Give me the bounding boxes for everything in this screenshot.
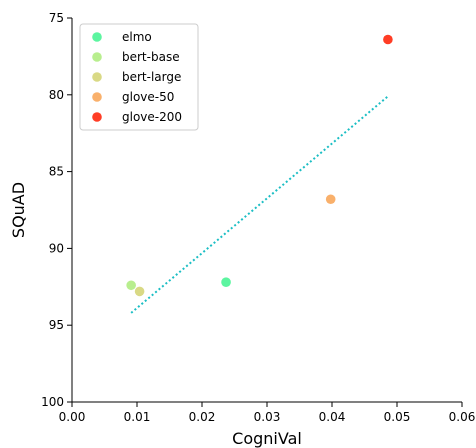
- x-tick-label: 0.01: [124, 410, 151, 424]
- x-tick-label: 0.02: [189, 410, 216, 424]
- legend-label-glove-200: glove-200: [122, 110, 182, 124]
- y-tick-label: 90: [49, 241, 64, 255]
- x-tick-label: 0.00: [59, 410, 86, 424]
- trendline-group: [130, 95, 389, 314]
- data-point-bert-base: [126, 280, 136, 291]
- legend-box: [79, 23, 199, 131]
- y-tick-label: 95: [49, 318, 64, 332]
- legend-label-elmo: elmo: [122, 30, 152, 44]
- legend-marker-glove-200: [92, 112, 102, 122]
- y-tick-label: 85: [49, 165, 64, 179]
- data-point-elmo: [221, 277, 231, 287]
- legend-label-glove-50: glove-50: [122, 90, 174, 104]
- y-tick-label: 75: [49, 11, 64, 25]
- legend: elmo bert-base bert-large glove-50 glove-200: [79, 23, 199, 131]
- legend-label-bert-large: bert-large: [122, 70, 181, 84]
- axes: 0.00 0.01 0.02 0.03 0.04 0.05 0.06 75 80 85 90 95 10…: [41, 11, 475, 424]
- legend-marker-elmo: [92, 32, 102, 42]
- legend-label-bert-base: bert-base: [122, 50, 180, 64]
- data-point-glove-50: [325, 194, 336, 205]
- data-points: [126, 34, 393, 297]
- y-tick-label: 100: [41, 395, 64, 409]
- legend-marker-bert-large: [92, 72, 102, 82]
- y-tick-label: 80: [49, 88, 64, 102]
- x-axis-title: CogniVal: [232, 429, 302, 448]
- x-tick-label: 0.06: [449, 410, 476, 424]
- legend-marker-bert-base: [92, 52, 102, 62]
- data-point-bert-large: [134, 286, 145, 297]
- trendline: [130, 95, 389, 314]
- x-tick-label: 0.04: [319, 410, 346, 424]
- legend-marker-glove-50: [92, 92, 102, 102]
- data-point-glove-200: [383, 34, 393, 45]
- x-tick-label: 0.03: [254, 410, 281, 424]
- x-tick-label: 0.05: [384, 410, 411, 424]
- y-axis-title: SQuAD: [9, 182, 28, 238]
